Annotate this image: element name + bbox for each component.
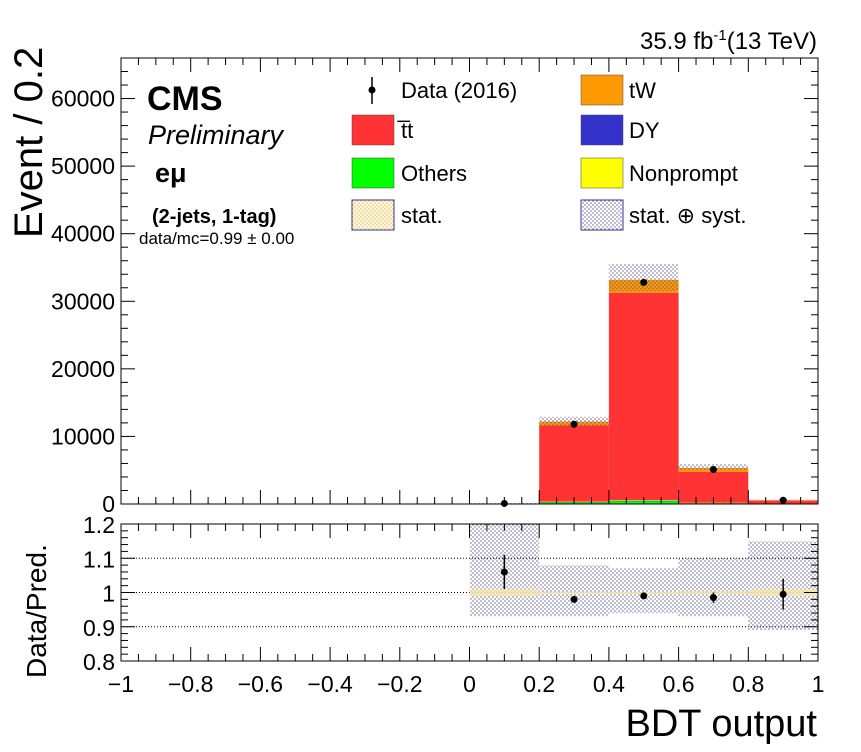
legend-label-nonprompt: Nonprompt (629, 161, 738, 186)
ratio-point-4 (779, 590, 787, 598)
main-panel: 0 10000 20000 30000 40000 50000 60000 (51, 57, 819, 517)
cms-label: CMS (147, 80, 223, 118)
main-y-ticks: 0 10000 20000 30000 40000 50000 60000 (51, 57, 818, 517)
main-y-tick-label-2: 20000 (51, 356, 115, 382)
legend-entry-others: Others (351, 157, 467, 189)
legend-entry-data: Data (2016) (368, 77, 517, 104)
ratio-y-tick-label-3: 1.1 (83, 546, 115, 572)
x-tick-label-0: −1 (108, 671, 134, 697)
syst-band-bin-2 (608, 264, 679, 292)
legend-swatch-stat (351, 199, 395, 231)
ratio-stat-band-bin-1 (539, 591, 609, 594)
ratio-syst-band (469, 524, 818, 631)
legend-swatch-stat-syst (580, 199, 624, 231)
ratio-syst-band-bin-2 (608, 568, 679, 614)
preliminary-label: Preliminary (148, 120, 285, 150)
x-axis-title: BDT output (625, 703, 817, 745)
legend-entry-stat: stat. (351, 199, 443, 231)
x-tick-label-6: 0.2 (523, 671, 555, 697)
x-tick-label-2: −0.6 (238, 671, 283, 697)
main-y-tick-label-1: 10000 (51, 423, 115, 449)
main-y-tick-label-6: 60000 (51, 86, 115, 112)
x-tick-label-5: 0 (463, 671, 476, 697)
legend-swatch-nonprompt (580, 157, 624, 189)
legend-swatch-dy (580, 114, 624, 146)
x-tick-label-7: 0.4 (593, 671, 625, 697)
ratio-y-tick-label-1: 0.9 (83, 615, 115, 641)
main-y-tick-label-3: 30000 (51, 288, 115, 314)
ratio-panel: 0.80.911.11.2 −1 −0.8 −0.6 −0.4 −0.2 0 0.2 0.4 0… (83, 58, 824, 697)
ratio-point-3 (709, 594, 717, 602)
legend-swatch-ttbar (351, 114, 395, 146)
legend-swatch-tw (580, 74, 624, 106)
x-tick-label-3: −0.4 (307, 671, 353, 697)
legend-label-others: Others (401, 161, 467, 186)
ratio-stat-band-bin-0 (469, 589, 540, 596)
ratio-y-tick-label-0: 0.8 (83, 649, 115, 675)
ratio-point-2 (640, 592, 648, 600)
stacked-histogram (469, 279, 818, 505)
ratio-syst-band-bin-1 (539, 565, 609, 617)
ratio-y-tick-label-2: 1 (102, 581, 115, 607)
legend: Data (2016) tW t̅t DY Others Nonprompt s… (351, 74, 746, 231)
legend-label-stat: stat. (401, 203, 443, 228)
ratio-summary-label: data/mc=0.99 ± 0.00 (139, 229, 294, 248)
legend-label-data: Data (2016) (401, 78, 517, 103)
x-tick-label-4: −0.2 (377, 671, 422, 697)
ratio-y-axis-title: Data/Pred. (21, 544, 52, 678)
legend-label-tw: tW (629, 78, 656, 103)
legend-entry-nonprompt: Nonprompt (580, 157, 738, 189)
data-point-1 (570, 420, 578, 428)
legend-entry-dy: DY (580, 114, 660, 146)
ratio-y-ticks: 0.8 0.9 1 1.1 1.2 (83, 512, 818, 675)
x-tick-label-1: −0.8 (168, 671, 213, 697)
main-y-tick-label-5: 50000 (51, 153, 115, 179)
ratio-syst-band-bin-3 (678, 558, 749, 617)
legend-entry-tw: tW (580, 74, 656, 106)
legend-entry-stat-syst: stat. ⊕ syst. (580, 199, 746, 231)
main-y-tick-label-0: 0 (102, 491, 115, 517)
y-axis-title: Event / 0.2 (7, 47, 51, 238)
ratio-point-1 (570, 595, 578, 603)
ratio-y-tick-label-4: 1.2 (83, 512, 115, 538)
ratio-point-0 (500, 568, 508, 576)
x-tick-label-10: 1 (812, 671, 825, 697)
bar-tt-bin-2 (608, 292, 679, 501)
region-label: (2-jets, 1-tag) (152, 206, 276, 228)
channel-label: eμ (155, 158, 187, 188)
legend-entry-ttbar: t̅t (351, 114, 413, 146)
ratio-points (500, 554, 787, 610)
data-point-2 (640, 278, 648, 286)
x-axis-ticks: −1 −0.8 −0.6 −0.4 −0.2 0 0.2 0.4 0.6 0.8 1 (108, 58, 825, 697)
lumi-label: 35.9 fb-1(13 TeV) (640, 27, 817, 55)
legend-label-ttbar: t̅t (397, 118, 413, 143)
x-tick-label-9: 0.8 (732, 671, 764, 697)
x-tick-label-8: 0.6 (663, 671, 695, 697)
main-y-tick-label-4: 40000 (51, 221, 115, 247)
legend-label-dy: DY (629, 118, 660, 143)
data-point-3 (709, 466, 717, 474)
bar-tt-bin-1 (539, 425, 609, 502)
legend-label-stat-syst: stat. ⊕ syst. (629, 203, 746, 228)
legend-swatch-others (351, 157, 395, 189)
legend-data-marker (368, 86, 376, 94)
